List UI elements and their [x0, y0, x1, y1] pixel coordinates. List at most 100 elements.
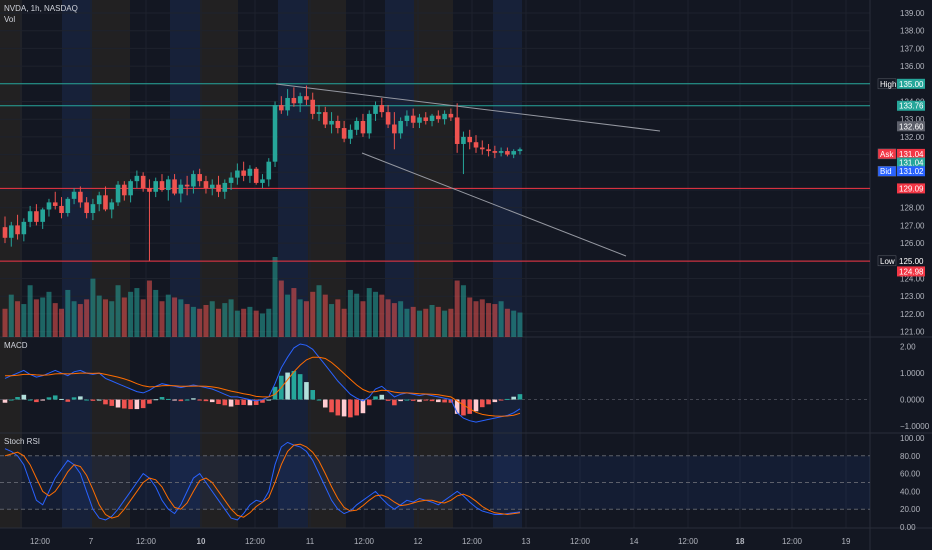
volume-bar [492, 304, 498, 337]
price-tick-label: 132.00 [900, 133, 925, 142]
price-tick-label: 124.00 [900, 275, 925, 284]
volume-bar [222, 303, 228, 337]
price-tag-box [897, 148, 925, 159]
lower-trendline[interactable] [361, 152, 627, 257]
macd-histogram-bar [285, 372, 290, 400]
price-tag-box [897, 166, 925, 177]
price-tick-label: 133.00 [900, 115, 925, 124]
volume-bar [442, 310, 448, 337]
macd-histogram-bar [96, 399, 102, 401]
macd-label[interactable]: MACD [4, 341, 28, 350]
volume-bar [159, 301, 165, 337]
macd-histogram-bar [511, 396, 516, 400]
volume-bar [517, 312, 523, 337]
stoch-rsi-label[interactable]: Stoch RSI [4, 437, 40, 446]
macd-histogram-bar [348, 399, 353, 418]
macd-histogram-bar [178, 399, 184, 402]
candle-body [65, 198, 71, 214]
macd-histogram-bar [329, 399, 334, 413]
macd-histogram-bar [15, 397, 20, 400]
price-tag-label-box [877, 78, 897, 90]
macd-histogram-bar [335, 399, 341, 416]
volume-bar [511, 310, 517, 337]
upper-trendline[interactable] [275, 83, 661, 132]
candle-body [52, 202, 58, 206]
candle-body [329, 120, 334, 125]
price-tick-label: 121.00 [900, 328, 925, 337]
trend-lines[interactable] [275, 83, 661, 257]
price-tag-value: 131.02 [899, 167, 924, 176]
price-tag-box [897, 255, 925, 266]
candle-body [178, 184, 184, 194]
volume-bar [278, 280, 284, 337]
candle-body [498, 151, 504, 153]
symbol-title[interactable]: NVDA, 1h, NASDAQ [4, 4, 78, 13]
price-tag-label: Low [880, 257, 895, 266]
volume-bar [178, 299, 184, 337]
macd-histogram-bar [84, 399, 89, 401]
time-tick-label: 14 [630, 537, 639, 546]
candle-body [203, 181, 209, 189]
volume-bar [479, 299, 485, 337]
candle-body [417, 117, 422, 123]
macd-histogram-bar [128, 399, 133, 410]
candle-body [260, 179, 265, 183]
volume-bar [486, 303, 492, 337]
session-band [385, 0, 414, 528]
volume-bar [347, 289, 353, 337]
volume-bar [391, 303, 397, 337]
session-band [200, 0, 238, 528]
macd-histogram-bar [373, 396, 378, 400]
time-tick-label: 12:00 [30, 537, 51, 546]
candle-body [46, 202, 52, 210]
volume-bar [454, 280, 460, 337]
candle-body [241, 170, 246, 176]
price-tag-box [897, 121, 925, 132]
price-tick-label: 136.00 [900, 62, 925, 71]
volume-bar [128, 291, 134, 337]
candle-body [272, 105, 278, 162]
candle-body [222, 182, 228, 192]
macd-histogram-bar [429, 399, 435, 402]
session-band [170, 0, 200, 528]
price-tick-label: 126.00 [900, 239, 925, 248]
time-tick-label: 12:00 [354, 537, 375, 546]
macd-histogram-bar [366, 399, 372, 406]
candle-body [109, 202, 115, 210]
session-band [92, 0, 130, 528]
macd-histogram-bar [297, 374, 303, 400]
volume-bar [322, 294, 328, 337]
volume-bar [2, 308, 8, 337]
macd-histogram-bar [360, 399, 366, 414]
time-tick-label: 12:00 [782, 537, 803, 546]
volume-bar [467, 297, 473, 337]
time-axis[interactable]: 12:00 7 12:00 10 12:00 11 12:00 12 12:00 13 12:00 1… [30, 537, 851, 546]
volume-bar [460, 285, 466, 337]
price-tick-label: 138.00 [900, 27, 925, 36]
volume-bar [297, 299, 303, 337]
macd-histogram-bar [46, 397, 52, 400]
candle-body [404, 115, 410, 121]
volume-bar [504, 308, 510, 337]
candle-body [410, 115, 416, 123]
candle-body [285, 97, 290, 111]
macd-histogram-bar [59, 398, 64, 400]
price-tag-value: 135.00 [899, 80, 924, 89]
volume-bar [197, 308, 203, 337]
volume-bar [165, 294, 171, 337]
candle-body [360, 120, 366, 134]
volume-bar [46, 291, 52, 337]
horizontal-levels[interactable] [0, 83, 870, 262]
candle-body [34, 211, 39, 222]
volume-bar [435, 306, 441, 337]
price-tag-label-box [877, 148, 897, 160]
macd-tick-label: 1.0000 [900, 369, 925, 378]
volume-bar [27, 285, 33, 337]
volume-bar [423, 308, 429, 337]
candle-body [2, 227, 8, 238]
candle-body [398, 120, 403, 134]
macd-histogram-bar [260, 399, 265, 403]
volume-label: Vol [4, 15, 15, 24]
